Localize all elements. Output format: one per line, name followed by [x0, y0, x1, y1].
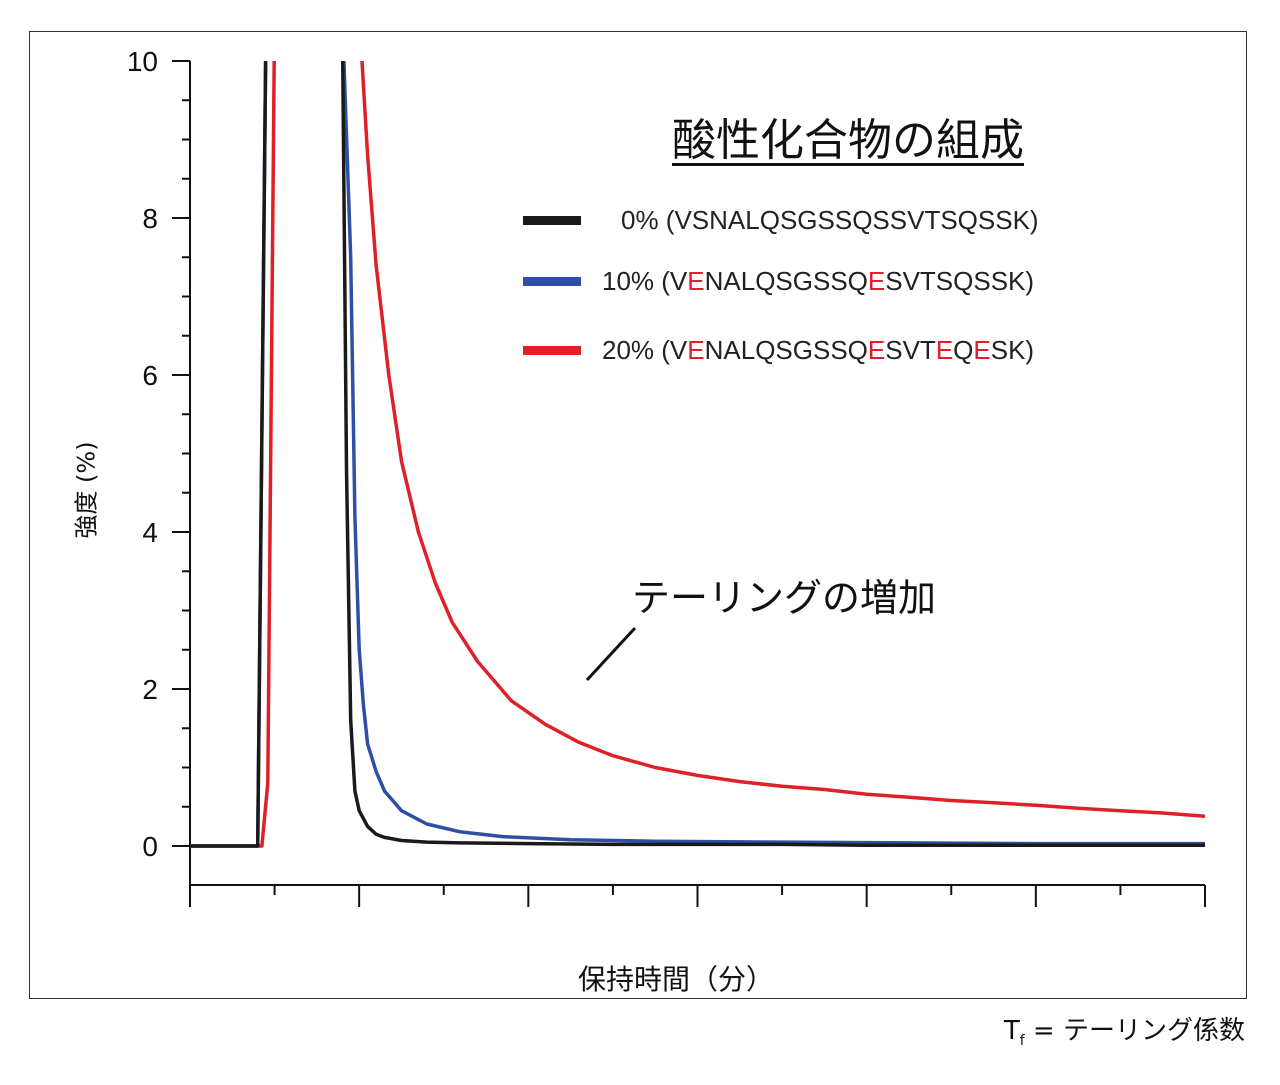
legend-swatch [523, 345, 581, 355]
legend-swatch [523, 215, 581, 225]
y-tick-label: 6 [142, 360, 158, 391]
legend-entry-1: 10% (VENALQSGSSQESVTSQSSK) [523, 263, 1034, 299]
legend-label-part: SVT [885, 334, 936, 365]
series-line-2 [190, 61, 1205, 848]
y-axis: 0 2 4 6 8 10 [127, 46, 191, 885]
x-axis-label: 保持時間（分） [577, 963, 775, 996]
legend-entry-2: 20% (VENALQSGSSQESVTEQESK) [523, 332, 1034, 368]
footnote: Tf = テーリング係数 [1004, 1010, 1245, 1049]
footnote-subscript: f [1019, 1033, 1025, 1050]
chart-frame [29, 31, 1247, 999]
legend-label-part: E [867, 334, 886, 365]
y-tick-label: 2 [142, 674, 158, 705]
series-line-0 [190, 61, 1205, 848]
legend-label: 10% (VENALQSGSSQESVTSQSSK) [602, 266, 1034, 297]
legend-label: 0% (VSNALQSGSSQSSVTSQSSK) [621, 205, 1039, 236]
series-line-1 [190, 61, 1205, 848]
legend-label-part: SVTSQSSK) [885, 265, 1035, 296]
legend-label-part: E [935, 334, 954, 365]
legend-label-part: 0% (VSNALQSGSSQSSVTSQSSK) [621, 204, 1039, 235]
legend-label-part: E [973, 334, 991, 365]
legend-label-part: NALQSGSSQ [704, 265, 868, 296]
y-axis-label: 強度 (%) [72, 441, 101, 539]
y-tick-label: 0 [142, 831, 158, 862]
legend-label-part: E [867, 265, 886, 296]
y-tick-label: 4 [142, 517, 158, 548]
legend-label-part: Q [953, 334, 974, 365]
x-axis [189, 884, 1206, 907]
footnote-prefix: T [1003, 1016, 1020, 1046]
legend-title: 酸性化合物の組成 [672, 115, 1024, 166]
legend-label-part: NALQSGSSQ [704, 334, 868, 365]
legend-label: 20% (VENALQSGSSQESVTEQESK) [602, 335, 1034, 366]
y-tick-label: 10 [127, 46, 158, 77]
legend-label-part: E [687, 334, 705, 365]
series-layer [190, 61, 1205, 848]
legend-swatch [523, 276, 581, 286]
legend-label-part: E [687, 265, 705, 296]
legend-label-part: 10% (V [602, 265, 688, 296]
annotation-text: テーリングの増加 [632, 576, 937, 620]
annotation-pointer-line [585, 626, 637, 682]
footnote-text: = テーリング係数 [1024, 1016, 1245, 1046]
legend-entry-0: 0% (VSNALQSGSSQSSVTSQSSK) [523, 202, 1039, 238]
legend-label-part: SK) [990, 334, 1035, 365]
legend-label-part: 20% (V [602, 334, 688, 365]
y-tick-label: 8 [142, 203, 158, 234]
